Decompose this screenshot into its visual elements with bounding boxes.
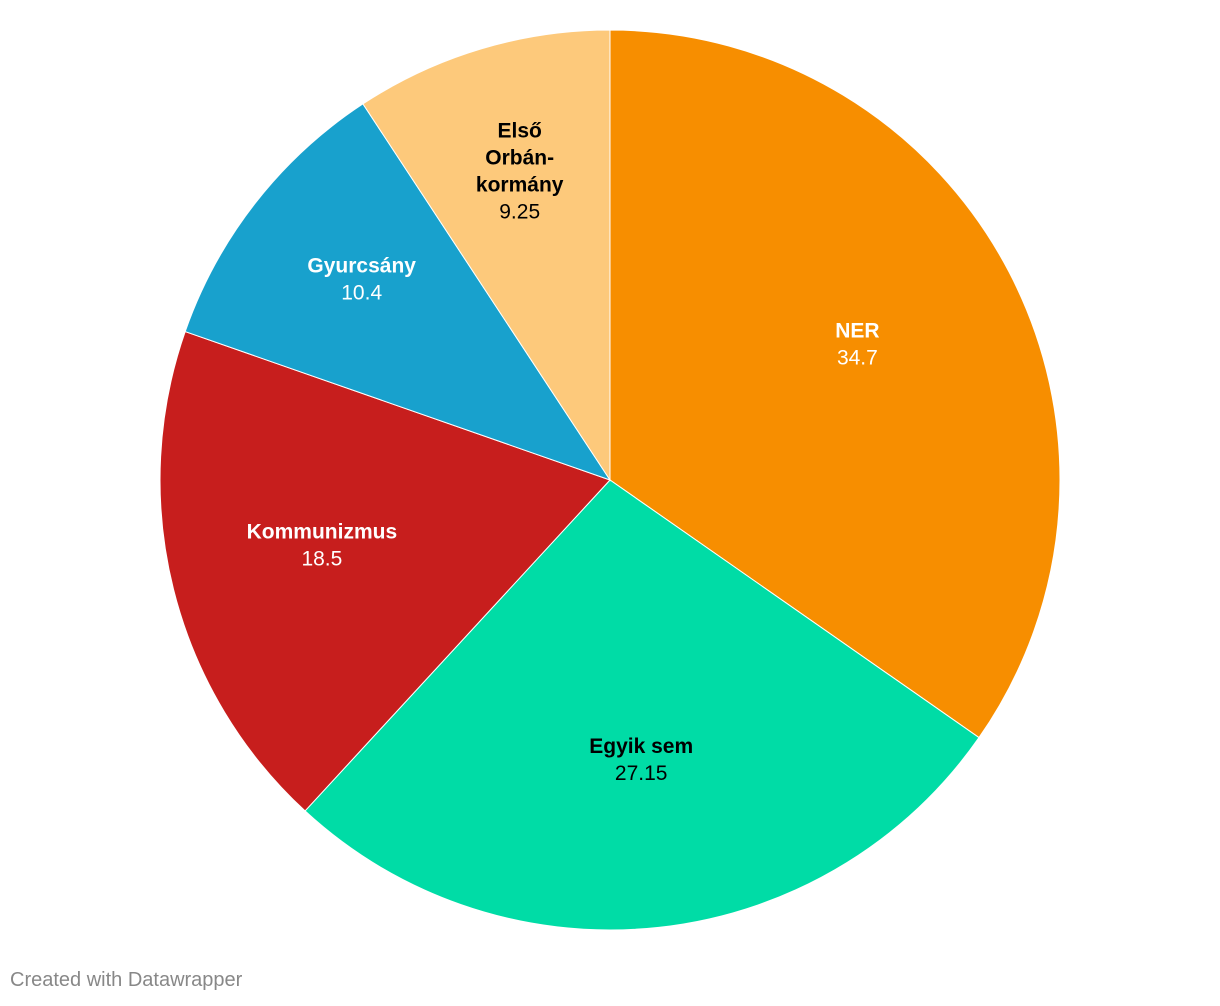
slice-name: Egyik sem [589, 735, 693, 758]
slice-name: kormány [476, 174, 564, 197]
slice-name: Első [498, 120, 542, 143]
pie-labels: NER 34.7 Egyik sem 27.15 Kommunizmus 18.5 Gyur… [247, 120, 880, 785]
slice-label-ner: NER 34.7 [835, 320, 879, 370]
pie-slice-gyurcsany [184, 103, 612, 481]
slice-name: Orbán- [485, 147, 554, 170]
slice-value: 34.7 [837, 347, 878, 370]
slice-value: 27.15 [615, 762, 668, 785]
slice-value: 9.25 [499, 201, 540, 224]
pie-slice-elso-orban-kormany [362, 29, 611, 482]
footer-credit: Created with Datawrapper [10, 969, 243, 991]
slice-name: Kommunizmus [247, 521, 398, 544]
slice-label-kommunizmus: Kommunizmus 18.5 [247, 521, 398, 571]
slice-value: 10.4 [341, 282, 382, 305]
pie-slice-kommunizmus [159, 330, 611, 812]
slice-name: NER [835, 320, 879, 343]
pie-slices [159, 29, 1061, 931]
pie-slice-egyik-sem [304, 479, 980, 931]
slice-label-egyik-sem: Egyik sem 27.15 [589, 735, 693, 785]
pie-slice-ner [609, 29, 1061, 739]
slice-name: Gyurcsány [307, 255, 416, 278]
slice-value: 18.5 [301, 548, 342, 571]
slice-label-gyurcsany: Gyurcsány 10.4 [307, 255, 416, 305]
slice-label-elso-orban-kormany: Első Orbán-kormány 9.25 [476, 120, 564, 224]
